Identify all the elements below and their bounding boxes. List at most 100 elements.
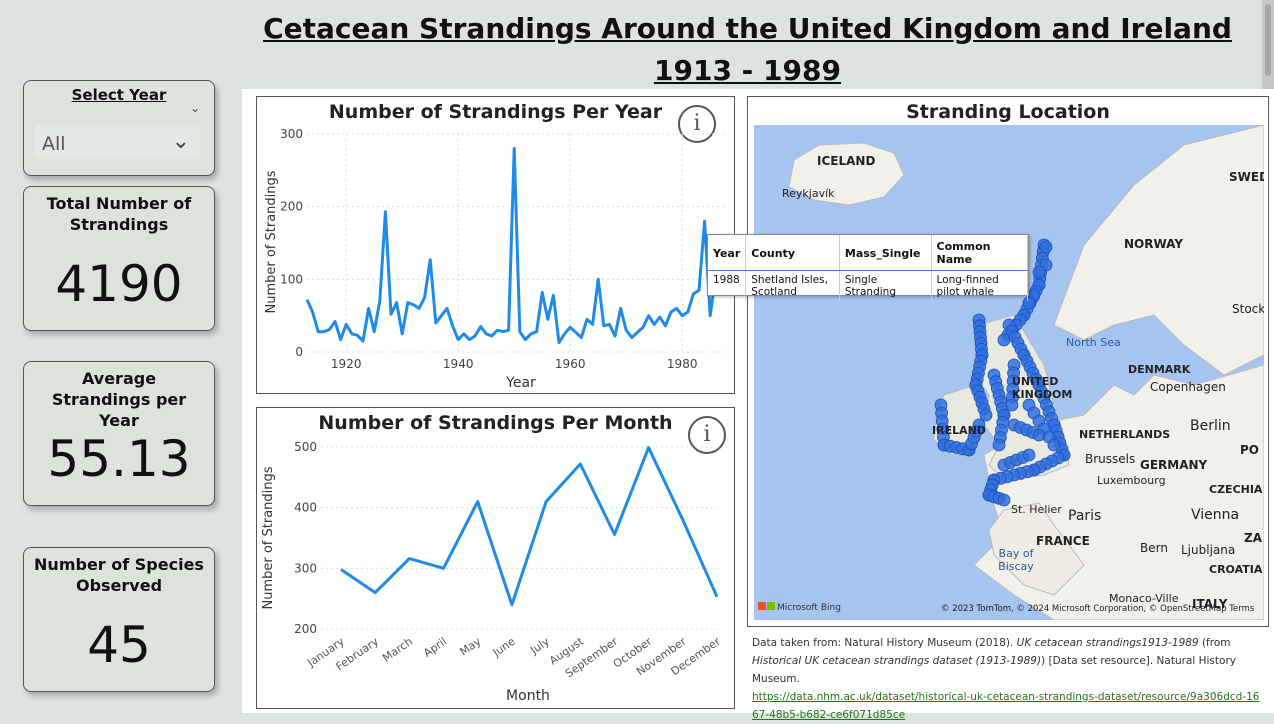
slicer-label: Select Year: [71, 86, 167, 104]
month-series-line: [340, 446, 719, 607]
kpi-species-value: 45: [87, 616, 151, 674]
kpi-average-label: Average Strandings per Year: [51, 369, 187, 430]
page-title: Cetacean Strandings Around the United Ki…: [250, 8, 1245, 92]
year-y-tick-label: 200: [280, 200, 303, 214]
map-label-copenhagen: Copenhagen: [1150, 380, 1226, 394]
map-label-luxembourg: Luxembourg: [1097, 474, 1166, 487]
kpi-average-card: Average Strandings per Year 55.13: [23, 361, 215, 506]
map-title: Stranding Location: [906, 101, 1110, 123]
stranding-map[interactable]: ICELAND Reykjavík NORWAY SWEDI Stock Nor…: [754, 125, 1264, 620]
slicer-value: All: [42, 133, 66, 155]
map-label-stockholm: Stock: [1232, 302, 1264, 316]
bing-label: Microsoft Bing: [777, 603, 841, 613]
map-label-reykjavik: Reykjavík: [782, 187, 835, 200]
month-y-tick-label: 500: [294, 440, 317, 454]
map-label-germany: GERMANY: [1140, 458, 1208, 472]
data-source-note: Data taken from: Natural History Museum …: [752, 634, 1262, 724]
map-label-vienna: Vienna: [1191, 507, 1240, 523]
stranding-point[interactable]: [997, 493, 1011, 507]
year-x-axis-label: Year: [505, 375, 536, 391]
scandinavia-land: [1053, 125, 1264, 376]
kpi-total-label: Total Number of Strandings: [46, 194, 192, 234]
source-suffix: ) [Data set resource]. Natural History M…: [752, 655, 1236, 685]
map-label-ireland: IRELAND: [932, 424, 986, 437]
month-x-tick-label: May: [457, 635, 483, 659]
scrollbar-thumb[interactable]: [1265, 4, 1271, 76]
stranding-point[interactable]: [972, 418, 986, 432]
stranding-point[interactable]: [1005, 398, 1019, 412]
month-x-tick-label: June: [490, 635, 518, 660]
map-label-bern: Bern: [1140, 541, 1168, 555]
source-link[interactable]: https://data.nhm.ac.uk/dataset/historica…: [752, 691, 1260, 721]
month-x-tick-label: July: [527, 635, 552, 658]
year-y-tick-label: 100: [280, 272, 303, 286]
map-label-berlin: Berlin: [1190, 418, 1231, 434]
map-label-norway: NORWAY: [1124, 237, 1184, 251]
map-label-croatia: CROATIA: [1209, 563, 1263, 576]
kpi-species-label: Number of Species Observed: [34, 555, 204, 595]
year-x-tick-label: 1980: [667, 357, 698, 371]
map-label-france: FRANCE: [1036, 534, 1090, 548]
year-x-tick-label: 1940: [443, 357, 474, 371]
map-label-zagreb: ZA: [1244, 531, 1262, 545]
title-line-1: Cetacean Strandings Around the United Ki…: [263, 12, 1232, 45]
tooltip-cell-mass-single: Single Stranding: [839, 270, 932, 301]
year-slicer[interactable]: Select Year ⌄ All ⌄: [23, 80, 215, 176]
year-line-chart: 0 100 200 300 1920 1940 1960 1980 Year Number …: [264, 127, 729, 391]
map-label-paris: Paris: [1068, 508, 1102, 524]
month-y-tick-label: 400: [294, 501, 317, 515]
month-y-axis-label: Number of Strandings: [261, 466, 276, 609]
stranding-point[interactable]: [992, 438, 1006, 452]
stranding-point[interactable]: [1022, 448, 1036, 462]
map-label-czechia: CZECHIA: [1209, 483, 1263, 496]
map-label-brussels: Brussels: [1085, 452, 1136, 466]
map-label-north-sea: North Sea: [1066, 336, 1121, 349]
stranding-point[interactable]: [979, 408, 993, 422]
map-label-uk: UNITED KINGDOM: [1012, 375, 1073, 401]
tooltip-cell-common-name: Long-finned pilot whale: [931, 270, 1029, 301]
source-mid: (from: [1198, 637, 1231, 649]
kpi-species-card: Number of Species Observed 45: [23, 547, 215, 692]
info-icon[interactable]: i: [678, 105, 716, 143]
stranding-point[interactable]: [1047, 438, 1061, 452]
tooltip-header-common-name: Common Name: [931, 235, 1029, 271]
source-prefix: Data taken from: Natural History Museum …: [752, 637, 1017, 649]
year-y-tick-label: 0: [295, 345, 303, 359]
source-dataset: Historical UK cetacean strandings datase…: [752, 655, 1042, 667]
tooltip-header-mass-single: Mass_Single: [839, 235, 932, 271]
year-chart-title: Number of Strandings Per Year: [328, 101, 663, 123]
tooltip-cell-year: 1988: [708, 270, 747, 301]
title-line-2: 1913 - 1989: [654, 54, 841, 87]
tooltip-header-year: Year: [708, 235, 747, 271]
year-chart-panel[interactable]: Number of Strandings Per Year i 0 100 200 3…: [256, 96, 735, 394]
year-x-tick-label: 1920: [331, 357, 362, 371]
month-chart-title: Number of Strandings Per Month: [318, 412, 673, 434]
map-label-ljubljana: Ljubljana: [1181, 543, 1236, 557]
chevron-down-icon[interactable]: ⌄: [189, 101, 200, 115]
tooltip-header-county: County: [745, 235, 840, 271]
month-y-tick-label: 300: [294, 561, 317, 575]
chevron-down-icon[interactable]: ⌄: [171, 129, 190, 154]
month-x-tick-label: April: [421, 635, 449, 660]
france-land: [988, 502, 1085, 596]
stranding-point[interactable]: [1039, 240, 1053, 254]
kpi-total-value: 4190: [55, 255, 183, 313]
bing-logo: Microsoft Bing: [758, 602, 841, 613]
month-x-tick-label: March: [380, 635, 415, 665]
stranding-point[interactable]: [1032, 428, 1046, 442]
year-series-line: [305, 147, 729, 345]
map-label-monaco: Monaco-Ville: [1109, 592, 1179, 605]
map-basemap: [788, 125, 1264, 620]
year-x-tick-label: 1960: [555, 357, 586, 371]
year-dropdown[interactable]: All ⌄: [35, 125, 200, 159]
year-y-tick-label: 300: [280, 127, 303, 141]
map-label-sweden: SWEDI: [1229, 170, 1264, 184]
map-label-italy: ITALY: [1192, 597, 1228, 611]
map-label-bay-of-biscay: Bay of Biscay: [998, 547, 1034, 573]
map-label-netherlands: NETHERLANDS: [1079, 428, 1171, 441]
map-label-denmark: DENMARK: [1128, 363, 1191, 376]
info-icon[interactable]: i: [688, 416, 726, 454]
map-attribution[interactable]: © 2023 TomTom, © 2024 Microsoft Corporat…: [941, 604, 1255, 614]
month-chart-panel[interactable]: Number of Strandings Per Month i 200 300 4…: [256, 407, 735, 709]
stranding-point[interactable]: [1032, 265, 1046, 279]
